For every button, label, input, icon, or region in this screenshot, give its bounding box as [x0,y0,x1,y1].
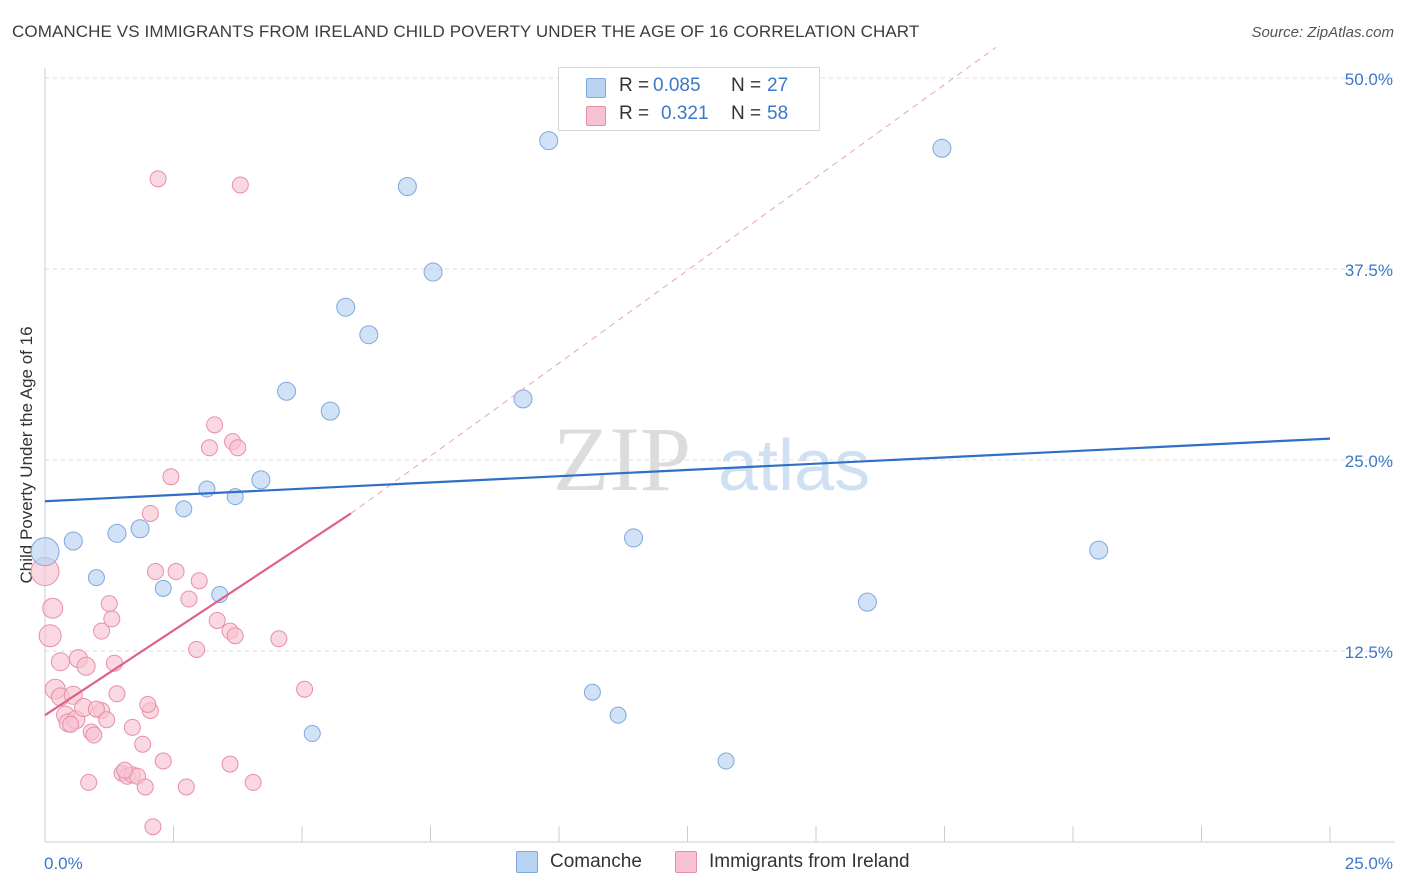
comanche-trend-line [44,437,1331,503]
comanche-legend-label: Comanche [550,851,642,872]
ireland-point [98,711,116,729]
ireland-point [134,735,152,753]
ireland-point [87,700,105,718]
ireland-legend-label: Immigrants from Ireland [709,851,910,872]
ireland-point [136,778,154,796]
comanche-point [397,176,417,196]
comanche-legend-box-swatch [586,78,606,98]
ireland-point [200,439,218,457]
comanche-point [251,470,271,490]
ireland-point [188,640,206,658]
comanche-n-value: 27 [767,75,789,96]
comanche-point [539,131,559,151]
ireland-point [149,170,167,188]
ireland-legend-box-swatch [586,106,606,126]
ireland-point [85,726,103,744]
ireland-point [270,630,288,648]
ireland-point [180,590,198,608]
y-tick-label: 25.0% [1345,452,1393,471]
comanche-point [277,381,297,401]
ireland-trend-extension [350,47,997,514]
comanche-point [423,262,443,282]
comanche-point [63,531,83,551]
ireland-point [162,468,180,486]
bottom-legend-comanche: Comanche [516,851,642,873]
comanche-point [154,579,172,597]
bottom-legend-ireland: Immigrants from Ireland [675,851,910,873]
ireland-trend-line [44,512,352,717]
comanche-legend-swatch [516,851,538,873]
chart-title: COMANCHE VS IMMIGRANTS FROM IRELAND CHIL… [12,22,920,41]
ireland-point [80,773,98,791]
comanche-r-value: 0.085 [653,75,701,96]
x-tick-label-min: 0.0% [44,854,83,873]
ireland-point [229,439,247,457]
comanche-point [583,683,601,701]
ireland-point [221,755,239,773]
ireland-point [206,416,224,434]
ireland-r-label: R = [619,103,650,124]
ireland-point [144,818,162,836]
ireland-point [42,597,64,619]
ireland-point [208,611,226,629]
correlation-legend: R = 0.085 N = 27 R = 0.321 N = 58 [558,67,820,131]
comanche-n-label: N = [731,75,762,96]
y-tick-label: 50.0% [1345,70,1393,89]
ireland-point [296,680,314,698]
ireland-point [190,572,208,590]
comanche-point [932,138,952,158]
comanche-point [107,523,127,543]
ireland-point [100,595,118,613]
ireland-point [226,627,244,645]
comanche-point [513,389,533,409]
source-label: Source: ZipAtlas.com [1251,24,1394,41]
comanche-point [717,752,735,770]
comanche-point [320,401,340,421]
comanche-r-label: R = [619,75,650,96]
ireland-point [167,563,185,581]
ireland-point [62,715,80,733]
ireland-point [139,695,157,713]
comanche-point [624,528,644,548]
y-tick-label: 12.5% [1345,643,1393,662]
comanche-point [87,569,105,587]
ireland-r-value: 0.321 [661,103,709,124]
comanche-point [130,519,150,539]
watermark-atlas: atlas [718,426,870,506]
y-tick-label: 37.5% [1345,261,1393,280]
ireland-n-label: N = [731,103,762,124]
comanche-point [175,500,193,518]
comanche-point [359,325,379,345]
ireland-point [154,752,172,770]
ireland-point [76,656,96,676]
x-tick-label-max: 25.0% [1345,854,1393,873]
ireland-point [93,622,111,640]
ireland-point [38,624,62,648]
comanche-point [1089,540,1109,560]
ireland-point [123,718,141,736]
comanche-point [857,592,877,612]
ireland-n-value: 58 [767,103,789,124]
ireland-point [50,652,70,672]
ireland-point [141,504,159,522]
ireland-point [231,176,249,194]
watermark-zip: ZIP [553,408,691,510]
ireland-point [116,761,134,779]
ireland-point [103,610,121,628]
comanche-point [303,725,321,743]
comanche-point [609,706,627,724]
ireland-point [108,685,126,703]
ireland-point [147,563,165,581]
comanche-point [336,297,356,317]
ireland-point [244,773,262,791]
ireland-legend-swatch [675,851,697,873]
comanche-point [30,537,60,567]
ireland-point [177,778,195,796]
